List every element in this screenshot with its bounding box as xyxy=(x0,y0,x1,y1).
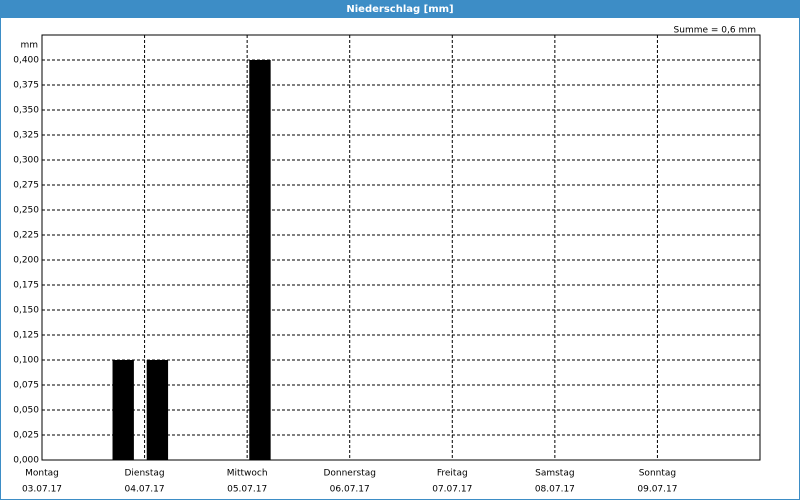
y-tick-label: 0,075 xyxy=(13,381,39,391)
bar xyxy=(146,360,169,460)
y-tick-label: 0,300 xyxy=(13,156,39,166)
title-bar xyxy=(0,0,800,18)
window-title: Niederschlag [mm] xyxy=(346,4,453,15)
y-tick-label: 0,000 xyxy=(13,456,39,466)
x-tick-date: 06.07.17 xyxy=(330,485,370,495)
y-tick-label: 0,025 xyxy=(13,431,39,441)
bar xyxy=(249,60,271,460)
x-tick-label: Montag xyxy=(25,469,59,479)
y-tick-label: 0,225 xyxy=(13,231,39,241)
x-tick-date: 04.07.17 xyxy=(125,485,165,495)
x-tick-label: Freitag xyxy=(437,469,468,479)
x-tick-label: Samstag xyxy=(535,469,574,479)
y-axis-label: mm xyxy=(20,41,38,51)
y-tick-label: 0,375 xyxy=(13,81,39,91)
y-tick-label: 0,250 xyxy=(13,206,39,216)
x-tick-label: Sonntag xyxy=(639,469,676,479)
x-tick-date: 09.07.17 xyxy=(637,485,677,495)
sum-label: Summe = 0,6 mm xyxy=(674,26,756,36)
x-tick-date: 07.07.17 xyxy=(432,485,472,495)
x-tick-label: Donnerstag xyxy=(323,469,376,479)
y-tick-label: 0,125 xyxy=(13,331,39,341)
plot-frame xyxy=(41,34,761,461)
bar xyxy=(112,360,134,460)
y-tick-label: 0,050 xyxy=(13,406,39,416)
x-tick-date: 03.07.17 xyxy=(22,485,62,495)
x-tick-label: Mittwoch xyxy=(227,469,268,479)
y-tick-label: 0,175 xyxy=(13,281,39,291)
y-tick-label: 0,150 xyxy=(13,306,39,316)
y-tick-label: 0,100 xyxy=(13,356,39,366)
y-tick-label: 0,200 xyxy=(13,256,39,266)
x-tick-date: 08.07.17 xyxy=(535,485,575,495)
x-tick-date: 05.07.17 xyxy=(227,485,267,495)
y-tick-label: 0,275 xyxy=(13,181,39,191)
y-tick-label: 0,400 xyxy=(13,56,39,66)
y-tick-label: 0,350 xyxy=(13,106,39,116)
x-tick-label: Dienstag xyxy=(125,469,165,479)
y-tick-label: 0,325 xyxy=(13,131,39,141)
